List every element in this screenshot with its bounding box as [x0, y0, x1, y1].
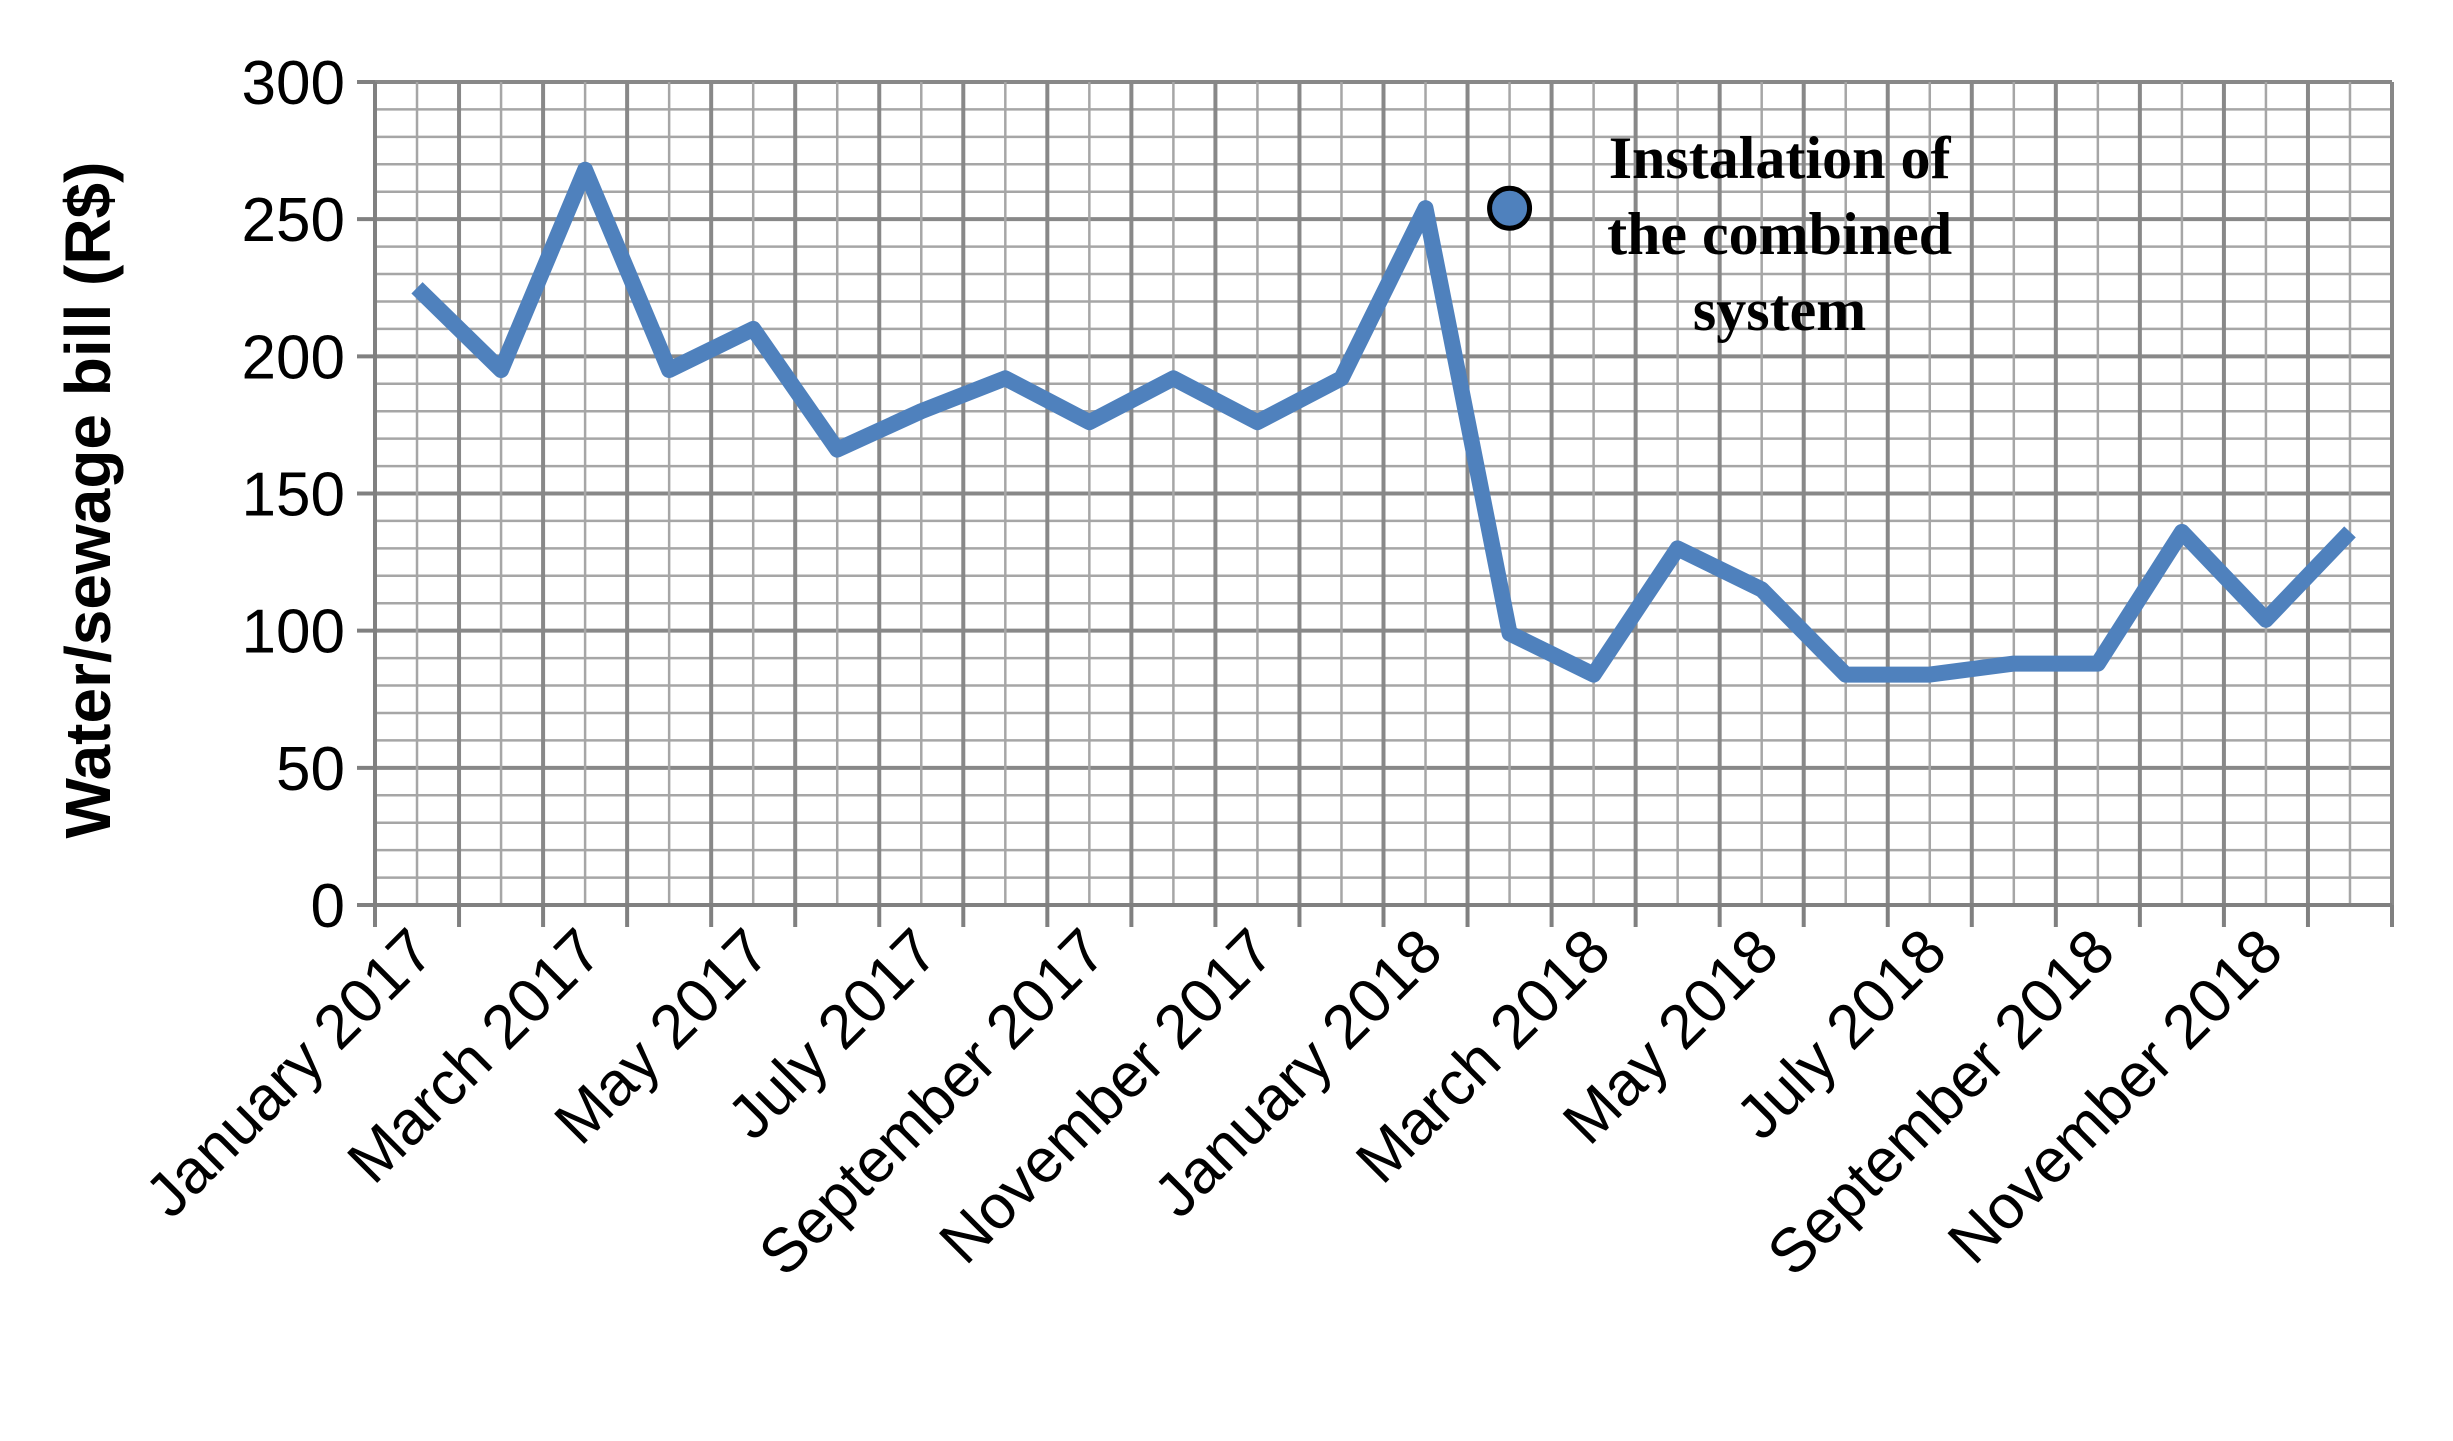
chart-grid [375, 80, 2394, 905]
x-tick-label: January 2017 [132, 916, 446, 1230]
series-group [411, 161, 2356, 683]
y-tick-label: 50 [276, 735, 345, 804]
annotation-group: Instalation of the combined system [1487, 125, 1952, 343]
y-tick-label: 300 [242, 49, 345, 118]
series-line [411, 161, 2356, 683]
y-tick-label: 150 [242, 461, 345, 530]
y-tick-label: 200 [242, 323, 345, 392]
chart-axes [357, 80, 2394, 927]
y-tick-label: 250 [242, 186, 345, 255]
annotation-line: Instalation of [1609, 125, 1952, 191]
annotation-text: Instalation of the combined system [1607, 125, 1952, 343]
y-tick-label: 0 [311, 872, 345, 941]
y-tick-labels: 0 50 100 150 200 250 300 [242, 49, 345, 941]
annotation-marker [1487, 185, 1533, 231]
annotation-line: system [1693, 277, 1866, 343]
y-tick-label: 100 [242, 598, 345, 667]
x-tick-label: January 2018 [1141, 916, 1455, 1230]
y-axis-label: Water/sewage bill (R$) [52, 162, 124, 839]
annotation-line: the combined [1607, 201, 1952, 267]
